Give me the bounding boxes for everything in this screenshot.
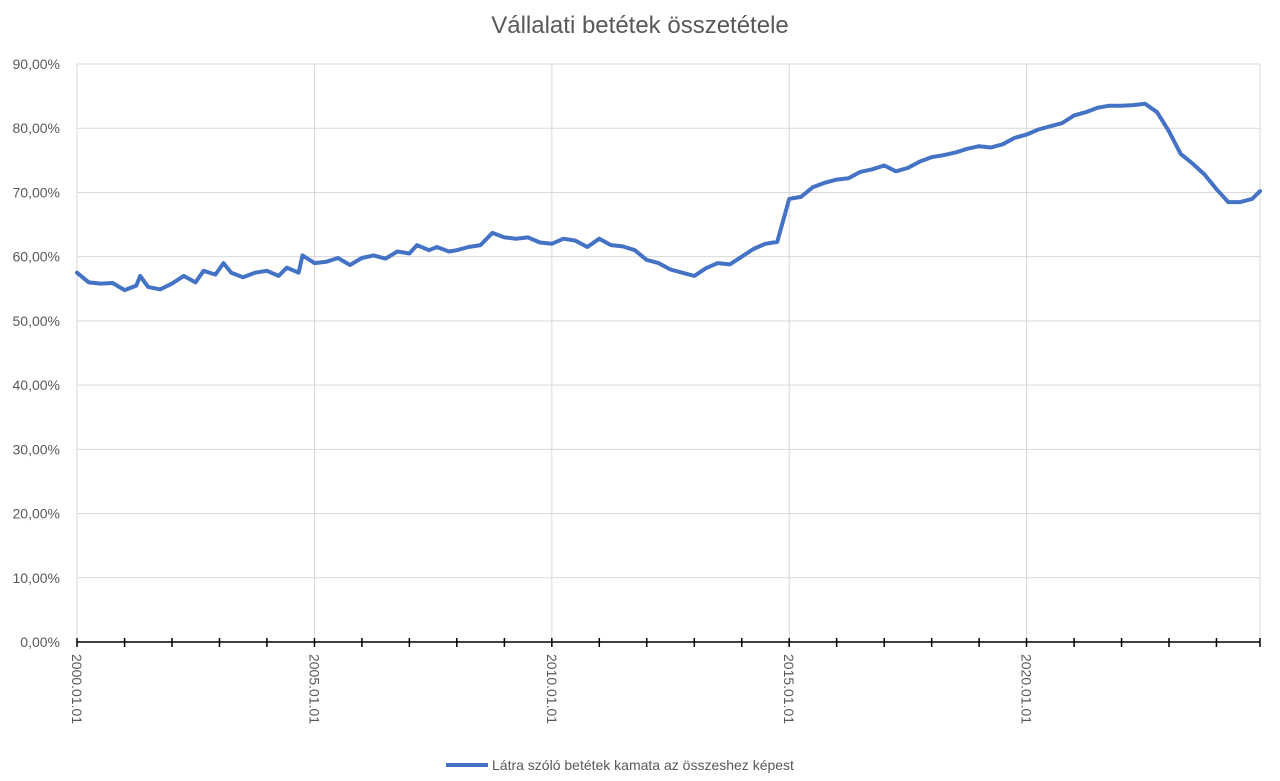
y-tick-label: 70,00%: [13, 184, 60, 200]
x-tick-label: 2010.01.01: [544, 654, 560, 724]
series-line-0: [75, 101, 1262, 293]
chart-title: Vállalati betétek összetétele: [491, 12, 789, 39]
gridlines: [76, 63, 1261, 642]
y-tick-label: 50,00%: [13, 313, 60, 329]
y-tick-label: 20,00%: [13, 506, 60, 522]
legend: Látra szóló betétek kamata az összeshez …: [446, 757, 794, 773]
y-tick-label: 90,00%: [13, 56, 60, 72]
x-tick-label: 2000.01.01: [69, 654, 85, 724]
x-tick-label: 2005.01.01: [306, 654, 322, 724]
y-tick-label: 10,00%: [13, 570, 60, 586]
x-tick-label: 2015.01.01: [781, 654, 797, 724]
y-tick-label: 80,00%: [13, 120, 60, 136]
x-tick-label: 2020.01.01: [1019, 654, 1035, 724]
series-layer: [75, 101, 1262, 293]
axes: 0,00% 10,00% 20,00% 30,00% 40,00% 50,00% 60,00…: [13, 56, 1261, 724]
legend-label: Látra szóló betétek kamata az összeshez …: [492, 757, 794, 773]
y-tick-label: 40,00%: [13, 377, 60, 393]
y-tick-label: 0,00%: [20, 634, 60, 650]
y-tick-label: 30,00%: [13, 441, 60, 457]
y-tick-label: 60,00%: [13, 249, 60, 265]
